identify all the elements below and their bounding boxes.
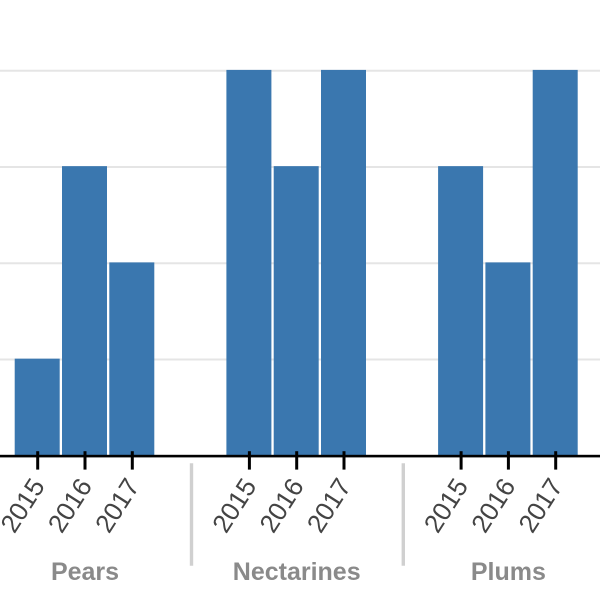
svg-text:2017: 2017 <box>301 473 357 538</box>
svg-text:2016: 2016 <box>253 473 309 538</box>
svg-text:Plums: Plums <box>471 558 546 586</box>
svg-text:Pears: Pears <box>51 558 119 586</box>
svg-text:2015: 2015 <box>206 473 262 538</box>
svg-text:Nectarines: Nectarines <box>233 558 361 586</box>
svg-text:2015: 2015 <box>0 473 51 538</box>
svg-text:2016: 2016 <box>42 473 98 538</box>
svg-text:2017: 2017 <box>89 473 145 538</box>
svg-text:2016: 2016 <box>465 473 521 538</box>
svg-text:2015: 2015 <box>418 473 474 538</box>
svg-text:2017: 2017 <box>512 473 568 538</box>
